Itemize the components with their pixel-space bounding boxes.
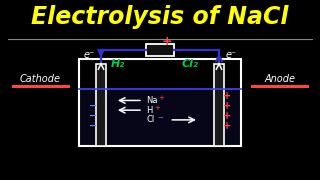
Text: Anode: Anode	[264, 74, 295, 84]
Text: +: +	[158, 95, 164, 101]
Text: e⁻: e⁻	[225, 50, 236, 60]
Text: Na: Na	[146, 96, 157, 105]
Text: e⁻: e⁻	[84, 50, 95, 60]
Text: −: −	[89, 101, 97, 111]
Text: +: +	[223, 111, 231, 121]
Bar	[214, 64, 224, 146]
Text: +: +	[223, 101, 231, 111]
Text: +: +	[162, 35, 172, 48]
Bar	[96, 64, 106, 146]
Text: −: −	[89, 121, 97, 131]
Text: Cathode: Cathode	[20, 74, 61, 84]
Text: +: +	[223, 121, 231, 131]
Text: H: H	[146, 106, 152, 115]
Text: H₂: H₂	[111, 59, 125, 69]
Text: Cl: Cl	[146, 115, 154, 124]
Text: +: +	[223, 91, 231, 101]
Bar	[146, 44, 174, 56]
Text: −: −	[157, 114, 163, 121]
Text: Electrolysis of NaCl: Electrolysis of NaCl	[31, 5, 289, 29]
Bar	[79, 59, 241, 146]
Text: Cl₂: Cl₂	[182, 59, 199, 69]
Text: −: −	[89, 111, 97, 121]
Text: +: +	[155, 105, 161, 111]
Bar	[79, 89, 241, 146]
